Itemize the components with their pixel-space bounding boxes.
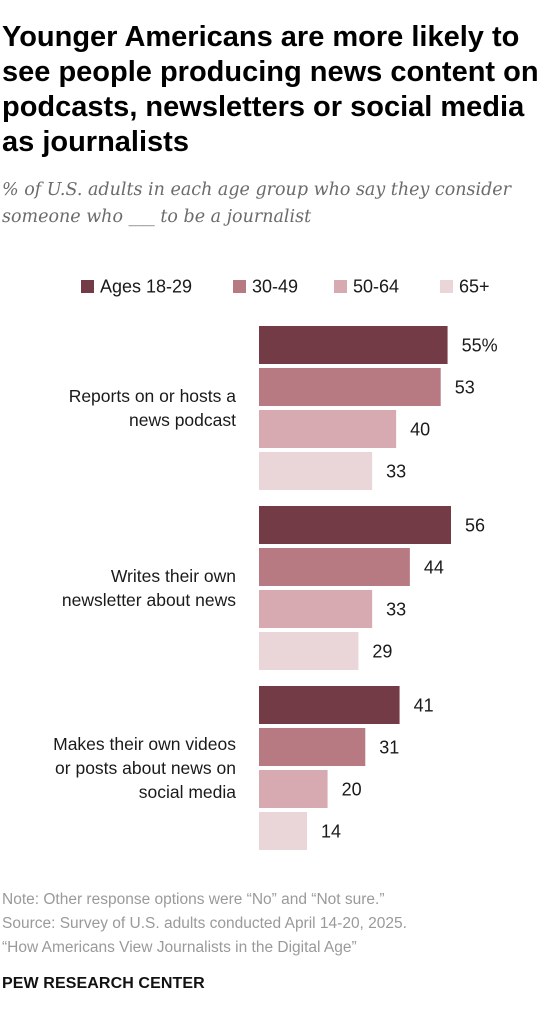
brand-logo-text: PEW RESEARCH CENTER (2, 975, 205, 992)
bar (259, 770, 328, 808)
bar (259, 686, 400, 724)
data-label: 31 (379, 738, 399, 758)
bar (259, 548, 410, 586)
data-label: 40 (410, 420, 430, 440)
chart-title: Younger Americans are more likely to see… (2, 21, 539, 158)
bar (259, 326, 448, 364)
data-label: 53 (455, 378, 475, 398)
legend-swatch (233, 280, 246, 293)
category-label: Reports on or hosts a (69, 386, 237, 406)
data-label: 55% (462, 336, 498, 356)
legend-swatch (334, 280, 347, 293)
data-label: 44 (424, 558, 444, 578)
legend-swatch (440, 280, 453, 293)
data-label: 20 (342, 780, 362, 800)
bar (259, 590, 373, 628)
footer-source: Source: Survey of U.S. adults conducted … (2, 915, 407, 932)
bar (259, 728, 366, 766)
legend-label: 65+ (459, 277, 490, 297)
data-label: 33 (386, 600, 406, 620)
footer-note: Note: Other response options were “No” a… (2, 891, 385, 908)
data-label: 29 (372, 642, 392, 662)
bar (259, 452, 373, 490)
category-label: Writes their own (111, 566, 236, 586)
category-label: newsletter about news (62, 590, 236, 610)
bar-chart: Ages 18-29 30-49 50-64 65+ 55% 53 40 33 Reports… (53, 277, 498, 850)
data-label: 33 (386, 462, 406, 482)
data-label: 56 (465, 516, 485, 536)
bar (259, 368, 441, 406)
legend-label: 50-64 (353, 277, 399, 297)
legend-swatch (81, 280, 94, 293)
legend: Ages 18-29 30-49 50-64 65+ (81, 277, 490, 297)
chart-subtitle: % of U.S. adults in each age group who s… (2, 180, 512, 227)
footer: Note: Other response options were “No” a… (2, 888, 552, 960)
category-label: or posts about news on (55, 758, 236, 778)
data-label: 41 (414, 696, 434, 716)
category-label: news podcast (129, 410, 236, 430)
legend-label: Ages 18-29 (100, 277, 192, 297)
bar (259, 506, 451, 544)
bar (259, 632, 359, 670)
data-label: 14 (321, 822, 341, 842)
bars: 55% 53 40 33 Reports on or hosts a news podca… (53, 326, 498, 850)
footer-report: “How Americans View Journalists in the D… (2, 939, 357, 956)
category-label: social media (139, 782, 237, 802)
bar (259, 410, 397, 448)
legend-label: 30-49 (252, 277, 298, 297)
bar (259, 812, 307, 850)
category-label: Makes their own videos (53, 734, 236, 754)
